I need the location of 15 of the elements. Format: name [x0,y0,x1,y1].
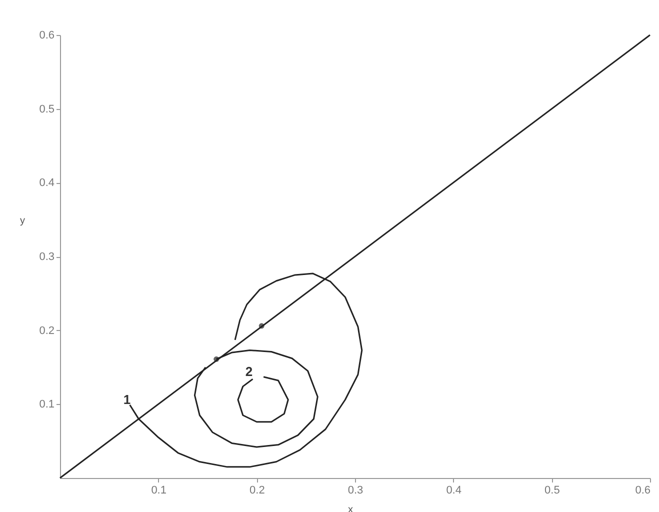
y-axis-title: y [20,216,25,226]
y-tick-label: 0.3 [39,251,54,263]
annotation: 1 [123,392,131,407]
y-tick-label: 0.6 [39,30,54,42]
x-tick-label: 0.2 [250,484,265,496]
y-tick-label: 0.5 [39,103,54,116]
annotation: 2 [245,364,253,379]
y-tick-label: 0.4 [39,177,54,190]
x-tick-label: 0.5 [544,484,560,496]
y-tick-label: 0.2 [39,324,54,337]
x-tick-label: 0.4 [446,484,462,496]
x-tick-label: 0.1 [151,484,166,496]
y-tick-label: 0.1 [39,398,54,411]
x-tick-label: 0.3 [348,484,364,496]
x-tick-label: 0.6 [635,484,650,496]
